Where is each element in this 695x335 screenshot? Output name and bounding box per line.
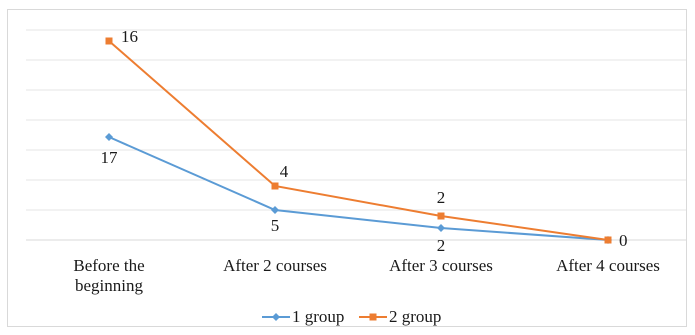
x-tick-label-line: After 2 courses	[223, 256, 327, 275]
legend-label: 1 group	[292, 307, 344, 326]
x-tick-label-line: beginning	[75, 276, 143, 295]
legend-label: 2 group	[389, 307, 441, 326]
legend-diamond-marker	[272, 313, 280, 321]
square-marker	[437, 212, 445, 220]
data-label: 17	[101, 148, 119, 167]
series-line-1	[108, 136, 609, 241]
series-lines	[108, 40, 609, 241]
square-marker	[105, 37, 113, 45]
x-tick-label: After 4 courses	[556, 256, 660, 275]
data-label: 4	[280, 162, 289, 181]
x-tick-label: After 2 courses	[223, 256, 327, 275]
legend-square-marker	[369, 313, 377, 321]
x-tick-label-line: Before the	[73, 256, 144, 275]
data-label: 2	[437, 236, 446, 255]
chart-frame	[7, 9, 687, 327]
diamond-marker	[437, 224, 445, 232]
x-axis: Before the beginning After 2 courses After …	[73, 256, 660, 295]
data-label: 16	[121, 27, 138, 46]
square-marker	[604, 236, 612, 244]
data-label: 2	[437, 188, 446, 207]
legend: 1 group 2 group	[262, 307, 441, 326]
diamond-marker	[271, 206, 279, 214]
diamond-marker	[105, 133, 113, 141]
data-label: 0	[619, 231, 628, 250]
x-tick-label-line: After 3 courses	[389, 256, 493, 275]
x-tick-label: After 3 courses	[389, 256, 493, 275]
x-tick-label-line: After 4 courses	[556, 256, 660, 275]
square-marker	[271, 182, 279, 190]
gridlines	[26, 29, 686, 241]
data-label: 5	[271, 216, 280, 235]
data-labels: 17 5 2 16 4 2 0	[101, 27, 628, 255]
series-markers	[105, 37, 612, 244]
x-tick-label: Before the beginning	[73, 256, 144, 295]
series-line-2	[108, 40, 609, 241]
